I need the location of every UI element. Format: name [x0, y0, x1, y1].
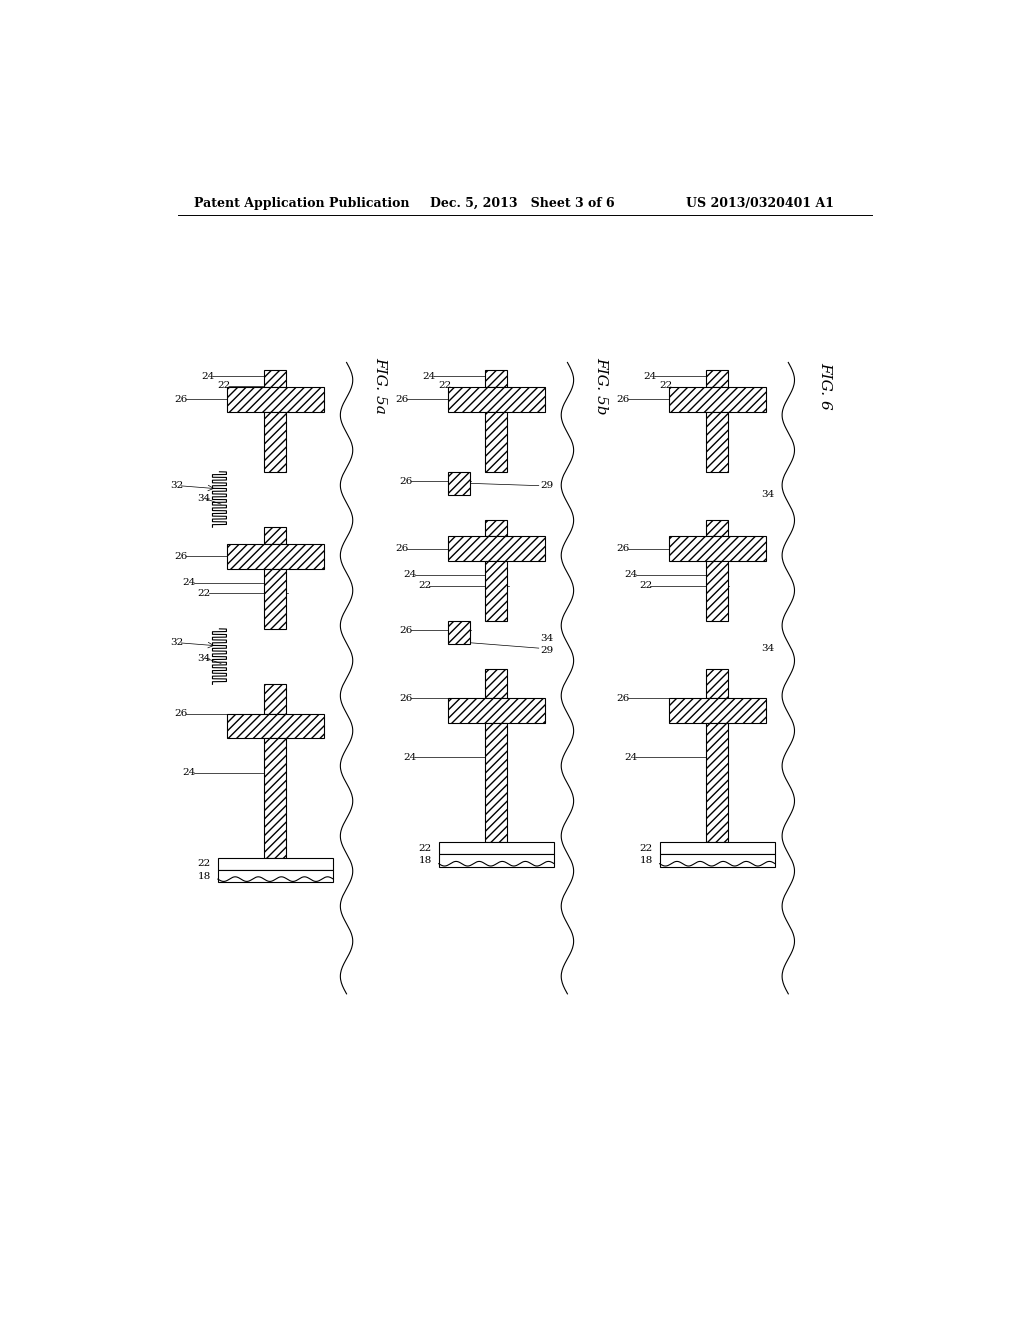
Text: 22: 22	[640, 843, 652, 853]
Text: 22: 22	[419, 843, 432, 853]
Text: 24: 24	[182, 578, 196, 587]
Text: 26: 26	[616, 694, 630, 702]
Text: 34: 34	[198, 494, 211, 503]
Text: 24: 24	[403, 752, 417, 762]
Text: 26: 26	[395, 395, 409, 404]
Text: FIG. 5a: FIG. 5a	[373, 358, 387, 414]
Bar	[264, 684, 286, 714]
Bar	[227, 714, 324, 738]
Bar	[707, 561, 728, 622]
Bar	[485, 412, 507, 471]
Bar	[449, 622, 470, 644]
Bar	[438, 854, 554, 867]
Text: 26: 26	[174, 709, 187, 718]
Text: 22: 22	[640, 581, 652, 590]
Bar	[449, 698, 545, 723]
Text: 32: 32	[171, 639, 184, 647]
Text: 22: 22	[217, 381, 230, 389]
Bar	[218, 870, 334, 882]
Bar	[227, 387, 324, 412]
Text: 26: 26	[616, 395, 630, 404]
Text: 18: 18	[419, 857, 432, 865]
Bar	[669, 536, 766, 561]
Text: FIG. 6: FIG. 6	[818, 362, 833, 409]
Text: 24: 24	[423, 372, 436, 380]
Text: 24: 24	[643, 372, 656, 380]
Bar	[218, 858, 334, 870]
Bar	[707, 412, 728, 471]
Bar	[485, 723, 507, 842]
Text: 34: 34	[761, 491, 774, 499]
Text: 18: 18	[198, 871, 211, 880]
Text: US 2013/0320401 A1: US 2013/0320401 A1	[686, 197, 834, 210]
Bar	[449, 536, 545, 561]
Bar	[449, 387, 545, 412]
Text: 22: 22	[419, 581, 432, 590]
Bar	[227, 544, 324, 569]
Text: 26: 26	[395, 544, 409, 553]
Text: 34: 34	[761, 644, 774, 652]
Text: 24: 24	[624, 570, 637, 579]
Bar	[485, 561, 507, 622]
Text: 26: 26	[399, 626, 413, 635]
Bar	[485, 370, 507, 387]
Bar	[669, 387, 766, 412]
Bar	[264, 738, 286, 858]
Bar	[707, 370, 728, 387]
Bar	[485, 669, 507, 698]
Text: 32: 32	[171, 482, 184, 490]
Bar	[264, 412, 286, 471]
Bar	[707, 520, 728, 536]
Bar	[707, 723, 728, 842]
Bar	[669, 698, 766, 723]
Text: 22: 22	[438, 381, 452, 389]
Text: Patent Application Publication: Patent Application Publication	[194, 197, 410, 210]
Bar	[264, 527, 286, 544]
Text: 26: 26	[399, 694, 413, 702]
Bar	[449, 471, 470, 495]
Text: 29: 29	[541, 645, 554, 655]
Text: 24: 24	[403, 570, 417, 579]
Text: 26: 26	[616, 544, 630, 553]
Text: 26: 26	[174, 395, 187, 404]
Text: 26: 26	[174, 552, 187, 561]
Text: 34: 34	[541, 634, 554, 643]
Text: 24: 24	[202, 372, 215, 380]
Text: 22: 22	[198, 589, 211, 598]
Text: 18: 18	[640, 857, 652, 865]
Text: 24: 24	[182, 768, 196, 777]
Text: 26: 26	[399, 477, 413, 486]
Bar	[264, 370, 286, 387]
Text: FIG. 5b: FIG. 5b	[594, 356, 608, 414]
Bar	[485, 520, 507, 536]
Bar	[264, 569, 286, 628]
Text: Dec. 5, 2013   Sheet 3 of 6: Dec. 5, 2013 Sheet 3 of 6	[430, 197, 614, 210]
Text: 22: 22	[198, 859, 211, 869]
Bar	[438, 842, 554, 854]
Text: 24: 24	[624, 752, 637, 762]
Bar	[707, 669, 728, 698]
Bar	[659, 842, 775, 854]
Text: 34: 34	[198, 653, 211, 663]
Text: 22: 22	[658, 381, 672, 389]
Bar	[659, 854, 775, 867]
Text: 29: 29	[541, 482, 554, 490]
